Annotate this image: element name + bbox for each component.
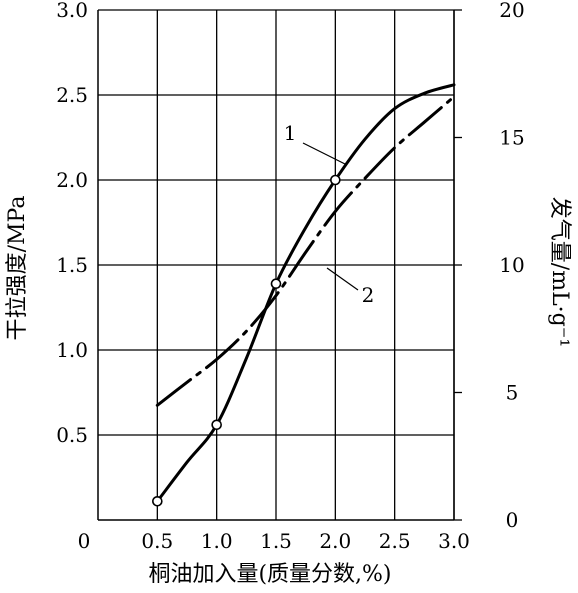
left-axis-title: 干拉强度/MPa: [5, 196, 30, 341]
x-tick-label-1: 1.0: [201, 529, 233, 553]
series-1-name: 1: [284, 121, 297, 145]
x-axis-title: 桐油加入量(质量分数,%): [148, 562, 391, 587]
y-right-tick-label-1: 5: [506, 381, 519, 405]
y-left-tick-label-4: 2.5: [56, 83, 88, 107]
y-left-tick-label-0: 0.5: [56, 423, 88, 447]
curves: [155, 83, 456, 503]
series-1-marker-0: [152, 495, 163, 507]
y-left-tick-label-2: 1.5: [56, 253, 88, 277]
y-left-tick-label-3: 2.0: [56, 168, 88, 192]
y-right-tick-label-3: 15: [499, 126, 524, 150]
y-left-tick-label-5: 3.0: [56, 0, 88, 22]
x-tick-label-4: 2.5: [379, 529, 411, 553]
grid: [97, 9, 462, 521]
x-tick-label-0: 0.5: [141, 529, 173, 553]
series-2-label: 2: [326, 267, 375, 307]
series-2-leader: [326, 267, 359, 291]
series-1-marker-3: [330, 174, 341, 186]
origin-label: 0: [78, 529, 91, 553]
right-axis-title: 发气量/mL·g⁻¹: [547, 197, 572, 347]
series-1-marker-1: [211, 419, 222, 431]
series-1-leader: [302, 142, 346, 165]
tick-labels: 0.5 1.0 1.5 2.0 2.5 3.00.51.01.52.02.53.00510…: [56, 0, 525, 553]
series-1-marker-2: [270, 278, 282, 290]
y-right-tick-label-0: 0: [506, 508, 519, 532]
y-right-tick-label-4: 20: [499, 0, 524, 22]
x-tick-label-2: 1.5: [260, 529, 292, 553]
y-left-tick-label-1: 1.0: [56, 338, 88, 362]
series-2-name: 2: [362, 283, 375, 307]
x-tick-label-3: 2.0: [319, 529, 351, 553]
series-1-label: 1: [284, 121, 346, 165]
y-right-tick-label-2: 10: [499, 253, 524, 277]
markers: [152, 174, 341, 507]
series-1-curve: [155, 83, 456, 503]
series-2-curve: [155, 95, 456, 407]
x-tick-label-5: 3.0: [438, 529, 470, 553]
